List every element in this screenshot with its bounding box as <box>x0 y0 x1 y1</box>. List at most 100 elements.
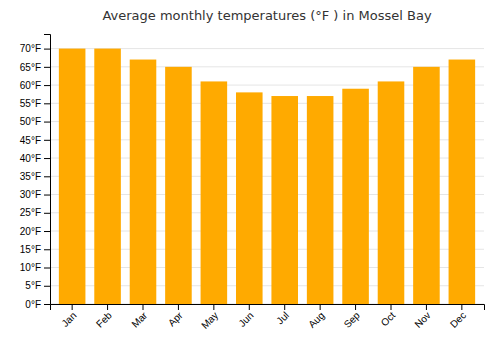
y-tick-mark <box>44 195 50 196</box>
y-tick-label: 40°F <box>20 153 41 164</box>
x-tick-label: Nov <box>412 310 432 330</box>
x-axis-line <box>51 305 485 311</box>
bar <box>449 60 476 304</box>
y-tick-label: 20°F <box>20 226 41 237</box>
x-tick-label: Dec <box>448 310 468 330</box>
y-tick-label: 70°F <box>20 43 41 54</box>
y-axis: 0°F 5°F 10°F 15°F 20°F 25°F 30°F 35°F 40°F 45°F 50… <box>20 35 51 310</box>
y-tick-mark <box>44 268 50 269</box>
chart: 0°F 5°F 10°F 15°F 20°F 25°F 30°F 35°F 40°F 45°F 50… <box>0 0 500 350</box>
y-tick: 5°F <box>25 280 50 291</box>
y-tick: 35°F <box>20 171 50 182</box>
y-tick-label: 65°F <box>20 62 41 73</box>
bar <box>378 81 405 304</box>
x-tick: May <box>199 304 220 331</box>
x-tick: Sep <box>342 304 363 330</box>
x-tick: Oct <box>379 304 398 328</box>
x-tick-label: Jul <box>274 310 291 327</box>
x-tick-mark <box>355 304 356 310</box>
x-tick-mark <box>391 304 392 310</box>
bar <box>307 96 334 304</box>
x-tick: Nov <box>412 304 432 330</box>
x-tick-label: May <box>199 310 220 331</box>
bar <box>59 49 86 304</box>
x-tick-label: Sep <box>342 309 363 330</box>
y-tick-label: 5°F <box>25 280 41 291</box>
x-tick-mark <box>107 304 108 310</box>
x-tick-label: Oct <box>379 310 398 329</box>
y-tick-label: 10°F <box>20 262 41 273</box>
bar <box>94 49 121 304</box>
x-tick: Mar <box>129 304 149 330</box>
y-tick: 65°F <box>20 62 50 73</box>
y-tick-label: 25°F <box>20 207 41 218</box>
y-tick-mark <box>44 231 50 232</box>
y-tick: 60°F <box>20 80 50 91</box>
y-tick: 45°F <box>20 135 50 146</box>
bar <box>130 60 157 304</box>
y-tick-mark <box>44 140 50 141</box>
y-tick-mark <box>44 49 50 50</box>
x-tick-mark <box>461 304 462 310</box>
x-tick-mark <box>213 304 214 310</box>
marks <box>59 49 475 304</box>
title: Average monthly temperatures (°F ) in Mo… <box>102 8 431 23</box>
bar <box>165 67 192 304</box>
y-tick-mark <box>44 176 50 177</box>
y-tick-label: 35°F <box>20 171 41 182</box>
x-tick: Jun <box>236 304 255 329</box>
x-tick-mark <box>320 304 321 310</box>
y-axis-line <box>44 35 51 305</box>
y-tick-mark <box>44 213 50 214</box>
y-tick-label: 55°F <box>20 98 41 109</box>
y-tick-mark <box>44 67 50 68</box>
y-tick-mark <box>44 286 50 287</box>
x-tick: Apr <box>166 304 185 328</box>
y-tick-label: 50°F <box>20 116 41 127</box>
y-tick-mark <box>44 122 50 123</box>
x-tick-label: Aug <box>306 310 326 330</box>
bar <box>342 89 369 304</box>
y-tick-mark <box>44 103 50 104</box>
y-tick: 30°F <box>20 189 50 200</box>
x-tick-label: Feb <box>94 309 114 329</box>
x-tick-mark <box>426 304 427 310</box>
x-tick: Jan <box>59 304 78 329</box>
y-tick: 50°F <box>20 116 50 127</box>
x-tick: Jul <box>274 304 291 326</box>
y-tick-label: 0°F <box>25 299 41 310</box>
y-tick-mark <box>44 158 50 159</box>
chart-container: 0°F 5°F 10°F 15°F 20°F 25°F 30°F 35°F 40°F 45°F 50… <box>0 0 500 350</box>
x-tick-mark <box>72 304 73 310</box>
bar <box>236 92 263 304</box>
y-tick: 10°F <box>20 262 50 273</box>
y-tick: 70°F <box>20 43 50 54</box>
bar <box>201 81 228 304</box>
y-tick-mark <box>44 304 50 305</box>
y-tick: 55°F <box>20 98 50 109</box>
x-tick-mark <box>143 304 144 310</box>
y-tick: 15°F <box>20 244 50 255</box>
y-tick-mark <box>44 249 50 250</box>
y-tick: 40°F <box>20 153 50 164</box>
plot-area: 0°F 5°F 10°F 15°F 20°F 25°F 30°F 35°F 40°F 45°F 50… <box>20 35 485 331</box>
y-tick-label: 45°F <box>20 135 41 146</box>
bar <box>271 96 298 304</box>
x-tick-label: Mar <box>129 309 149 329</box>
bar <box>413 67 440 304</box>
x-tick-mark <box>178 304 179 310</box>
x-tick-mark <box>284 304 285 310</box>
x-tick-label: Jun <box>236 310 255 329</box>
x-tick-label: Apr <box>166 309 185 328</box>
x-axis: Jan Feb Mar Apr May Jun Jul Aug Sep Oct Nov Dec <box>51 304 485 331</box>
x-tick-mark <box>249 304 250 310</box>
grid <box>50 49 484 304</box>
y-tick-label: 30°F <box>20 189 41 200</box>
y-tick: 20°F <box>20 226 50 237</box>
x-tick-label: Jan <box>59 310 78 329</box>
x-tick: Dec <box>448 304 468 330</box>
x-tick: Aug <box>306 304 326 330</box>
x-tick: Feb <box>94 304 114 330</box>
y-tick: 25°F <box>20 207 50 218</box>
y-tick: 0°F <box>25 299 50 310</box>
